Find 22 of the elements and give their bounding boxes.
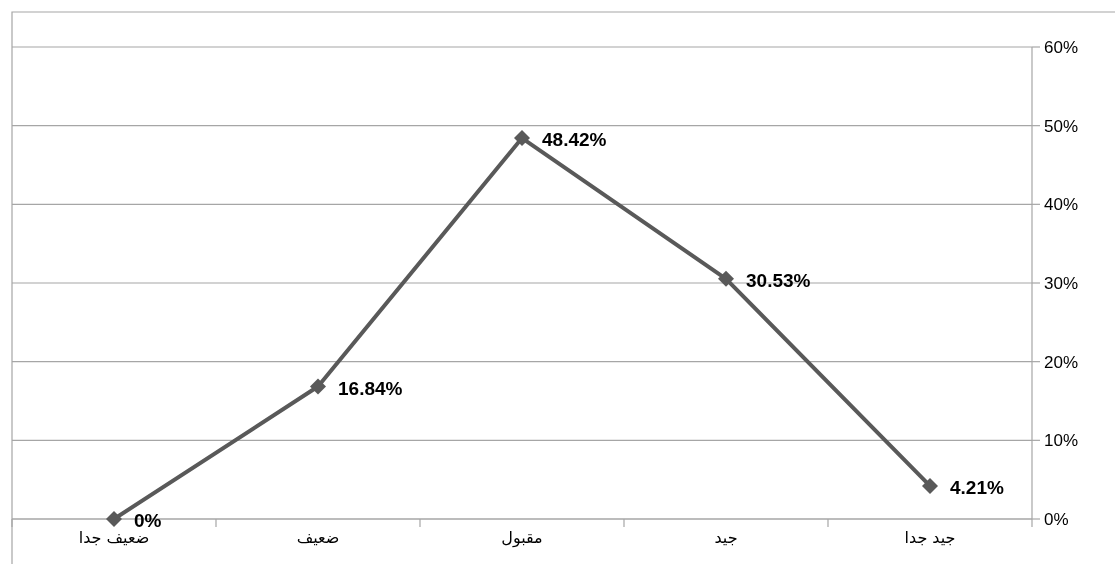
- x-tick-label: جيد: [714, 528, 738, 547]
- data-label: 30.53%: [746, 269, 811, 291]
- point: [718, 270, 734, 287]
- y-tick-label: 10%: [1044, 431, 1079, 451]
- point: [310, 378, 326, 395]
- data-label: 4.21%: [950, 476, 1004, 498]
- y-tick-label: 50%: [1044, 116, 1079, 136]
- point: [106, 511, 122, 527]
- y-tick-label: 0%: [1044, 510, 1069, 529]
- point: [922, 477, 938, 494]
- y-tick-label: 60%: [1044, 38, 1079, 57]
- point: [514, 130, 530, 147]
- y-tick-label: 30%: [1044, 274, 1079, 293]
- y-tick-label: 20%: [1044, 352, 1079, 372]
- y-tick-label: 40%: [1044, 195, 1079, 215]
- data-label: 16.84%: [338, 377, 403, 399]
- x-tick-label: ضعيف جدا: [78, 528, 150, 547]
- data-label: 48.42%: [542, 129, 607, 151]
- x-tick-label: جيد جدا: [904, 528, 956, 547]
- data-label: 0%: [134, 510, 162, 531]
- x-tick-label: مقبول: [501, 528, 543, 548]
- x-tick-label: ضعيف: [296, 528, 340, 547]
